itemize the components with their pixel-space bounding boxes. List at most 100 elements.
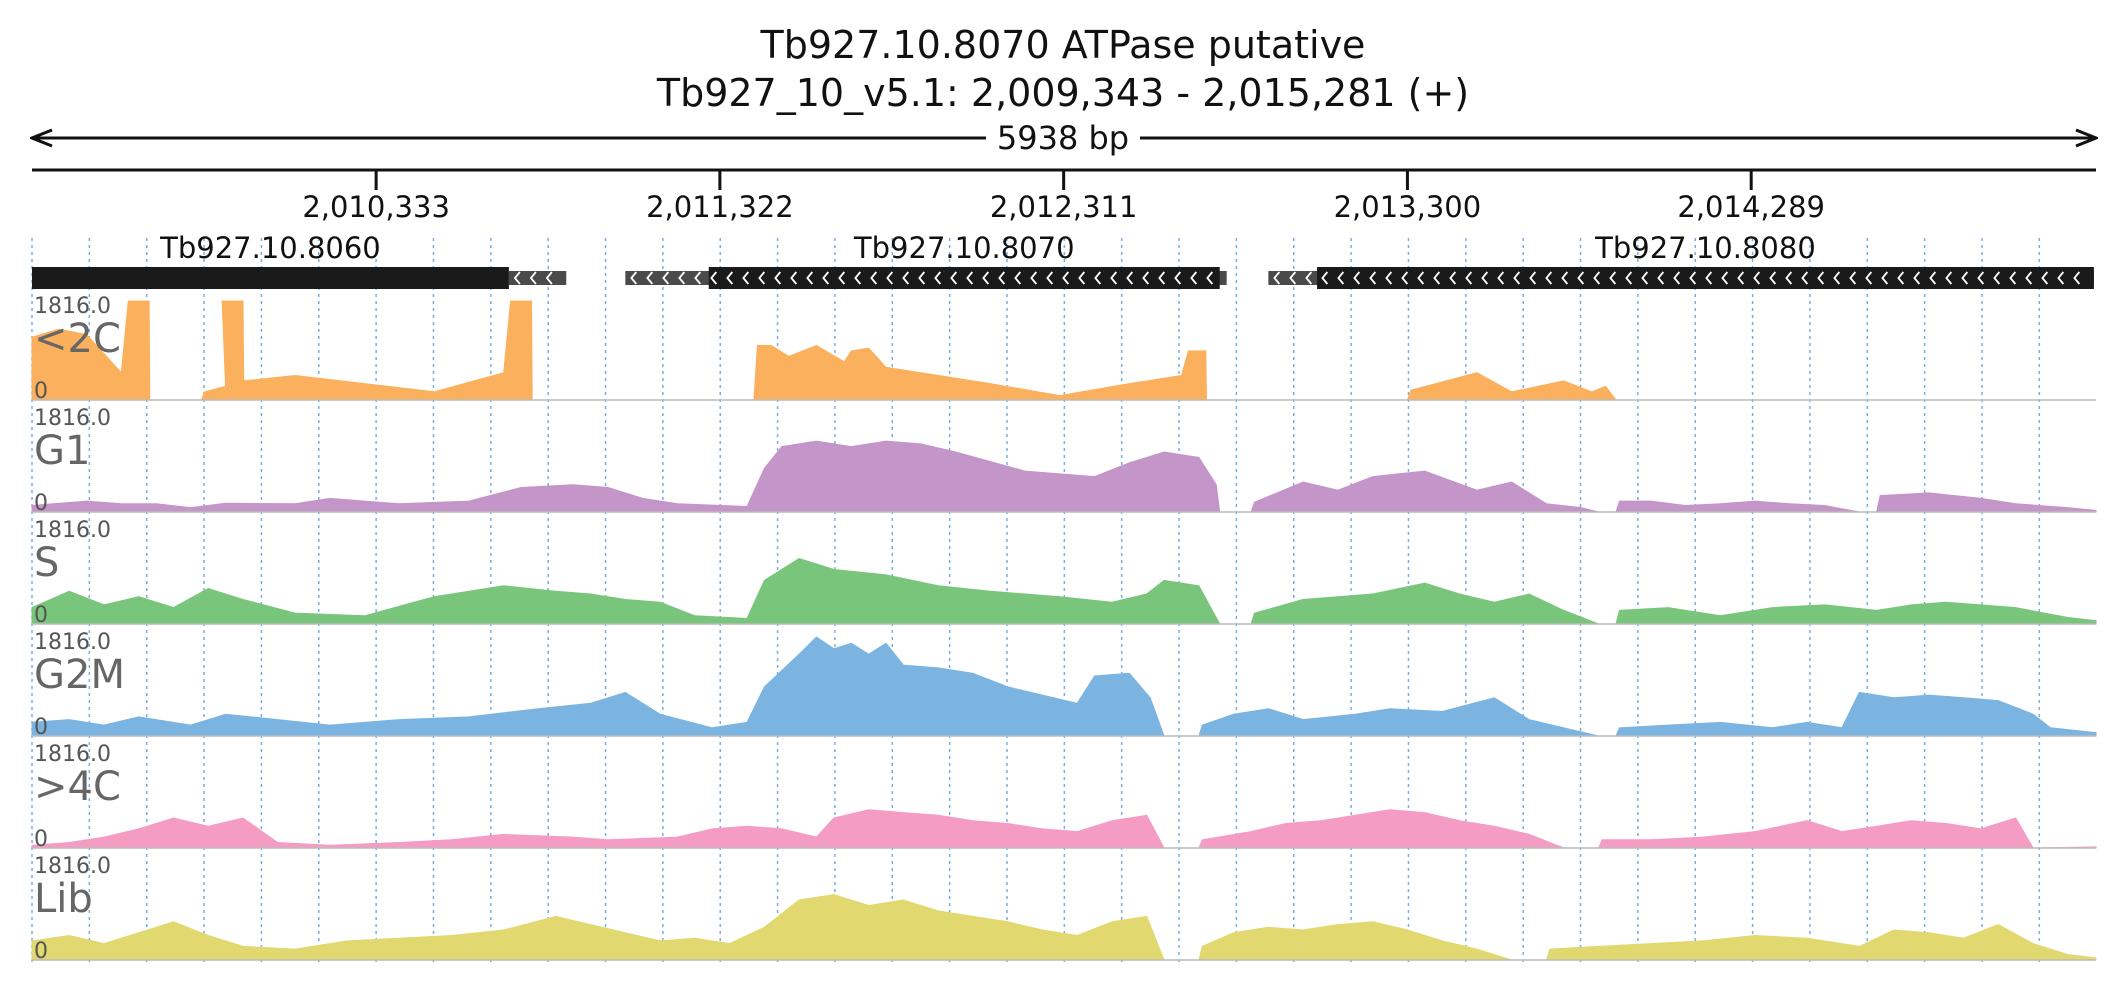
strand-chevron-1-31 [1126, 271, 1134, 285]
chart-title: Tb927.10.8070 ATPase putative [760, 23, 1366, 67]
strand-chevron-1-5 [710, 271, 718, 285]
track-zero-label-4: 0 [34, 827, 48, 852]
strand-chevron-2-25 [1673, 271, 1681, 285]
strand-chevron-2-7 [1385, 271, 1393, 285]
strand-chevron-1-33 [1158, 271, 1166, 285]
strand-chevron-2-45 [1993, 271, 2001, 285]
track-max-label-2: 1816.0 [34, 518, 111, 543]
strand-chevron-1-8 [758, 271, 766, 285]
strand-chevron-1-12 [822, 271, 830, 285]
gene-cds-1 [708, 267, 1220, 289]
strand-chevron-2-42 [1945, 271, 1953, 285]
strand-chevron-2-11 [1449, 271, 1457, 285]
gene-label-0: Tb927.10.8060 [159, 231, 381, 265]
strand-chevron-1-14 [854, 271, 862, 285]
strand-chevron-1-19 [934, 271, 942, 285]
strand-chevron-1-18 [918, 271, 926, 285]
gene-1: Tb927.10.8070 [625, 231, 1227, 289]
strand-chevron-2-43 [1961, 271, 1969, 285]
chart-subtitle: Tb927_10_v5.1: 2,009,343 - 2,015,281 (+) [656, 71, 1469, 115]
strand-chevron-2-39 [1897, 271, 1905, 285]
strand-chevron-2-47 [2025, 271, 2033, 285]
strand-chevron-2-21 [1609, 271, 1617, 285]
strand-chevron-1-21 [966, 271, 974, 285]
strand-chevron-1-7 [742, 271, 750, 285]
tick-label-3: 2,013,300 [1334, 190, 1482, 224]
strand-chevron-2-10 [1433, 271, 1441, 285]
strand-chevron-2-27 [1705, 271, 1713, 285]
strand-chevron-2-15 [1513, 271, 1521, 285]
strand-chevron-1-27 [1062, 271, 1070, 285]
coverage-area-2 [31, 558, 2097, 625]
strand-chevron-2-2 [1305, 271, 1313, 285]
strand-chevron-1-15 [870, 271, 878, 285]
strand-chevron-2-37 [1865, 271, 1873, 285]
strand-chevron-2-1 [1289, 271, 1297, 285]
strand-chevron-2-41 [1929, 271, 1937, 285]
strand-chevron-2-34 [1817, 271, 1825, 285]
strand-chevron-1-28 [1078, 271, 1086, 285]
strand-chevron-1-24 [1014, 271, 1022, 285]
strand-chevron-1-3 [678, 271, 686, 285]
track-2: 1816.0S 0 [31, 518, 2097, 628]
strand-chevron-2-20 [1593, 271, 1601, 285]
strand-chevron-2-40 [1913, 271, 1921, 285]
tick-label-1: 2,011,322 [646, 190, 794, 224]
coverage-tracks: 1816.0<2C01816.0G101816.0S01816.0G2M0181… [31, 294, 2097, 964]
strand-chevron-2-31 [1769, 271, 1777, 285]
axis-ticks: 2,010,333 2,011,322 2,012,311 2,013,300 2,01… [302, 170, 1825, 224]
strand-chevron-2-32 [1785, 271, 1793, 285]
strand-chevron-1-4 [694, 271, 702, 285]
strand-chevron-1-22 [982, 271, 990, 285]
track-name-3: G2M [34, 652, 125, 698]
strand-chevron-2-26 [1689, 271, 1697, 285]
coverage-area-3 [31, 636, 2097, 737]
strand-chevron-2-8 [1401, 271, 1409, 285]
track-4: 1816.0>4C 0 [31, 742, 2097, 852]
gene-cds-0 [32, 267, 509, 289]
strand-chevron-1-32 [1142, 271, 1150, 285]
track-0: 1816.0<2C 0 [31, 294, 2096, 404]
strand-chevron-2-36 [1849, 271, 1857, 285]
tick-label-4: 2,014,289 [1677, 190, 1825, 224]
strand-chevron-1-1 [646, 271, 654, 285]
strand-chevron-1-20 [950, 271, 958, 285]
coverage-area-5 [31, 894, 2097, 961]
strand-chevron-2-6 [1369, 271, 1377, 285]
track-max-label-5: 1816.0 [34, 854, 111, 879]
span-arrow: 5938 bp [32, 119, 2096, 157]
track-name-1: G1 [34, 428, 90, 474]
strand-chevron-2-22 [1625, 271, 1633, 285]
strand-chevron-2-19 [1577, 271, 1585, 285]
coverage-area-1 [31, 440, 2097, 513]
strand-chevron-1-6 [726, 271, 734, 285]
strand-chevron-1-17 [902, 271, 910, 285]
strand-chevron-2-49 [2057, 271, 2065, 285]
strand-chevron-1-25 [1030, 271, 1038, 285]
strand-chevron-1-11 [806, 271, 814, 285]
strand-chevron-1-36 [1206, 271, 1214, 285]
strand-chevron-0-0 [513, 271, 521, 285]
track-zero-label-5: 0 [34, 939, 48, 964]
track-max-label-4: 1816.0 [34, 742, 111, 767]
strand-chevron-2-50 [2073, 271, 2081, 285]
strand-chevron-2-0 [1273, 271, 1281, 285]
gene-utr-0 [508, 271, 567, 285]
strand-chevron-2-38 [1881, 271, 1889, 285]
strand-chevron-2-13 [1481, 271, 1489, 285]
strand-chevron-2-16 [1529, 271, 1537, 285]
track-max-label-0: 1816.0 [34, 294, 111, 319]
strand-chevron-2-30 [1753, 271, 1761, 285]
track-max-label-3: 1816.0 [34, 630, 111, 655]
track-name-2: S [34, 540, 59, 586]
track-name-5: Lib [34, 876, 93, 922]
strand-chevron-2-35 [1833, 271, 1841, 285]
strand-chevron-1-34 [1174, 271, 1182, 285]
strand-chevron-2-28 [1721, 271, 1729, 285]
strand-chevron-1-30 [1110, 271, 1118, 285]
strand-chevron-2-5 [1353, 271, 1361, 285]
strand-chevron-2-29 [1737, 271, 1745, 285]
gene-label-1: Tb927.10.8070 [853, 231, 1075, 265]
